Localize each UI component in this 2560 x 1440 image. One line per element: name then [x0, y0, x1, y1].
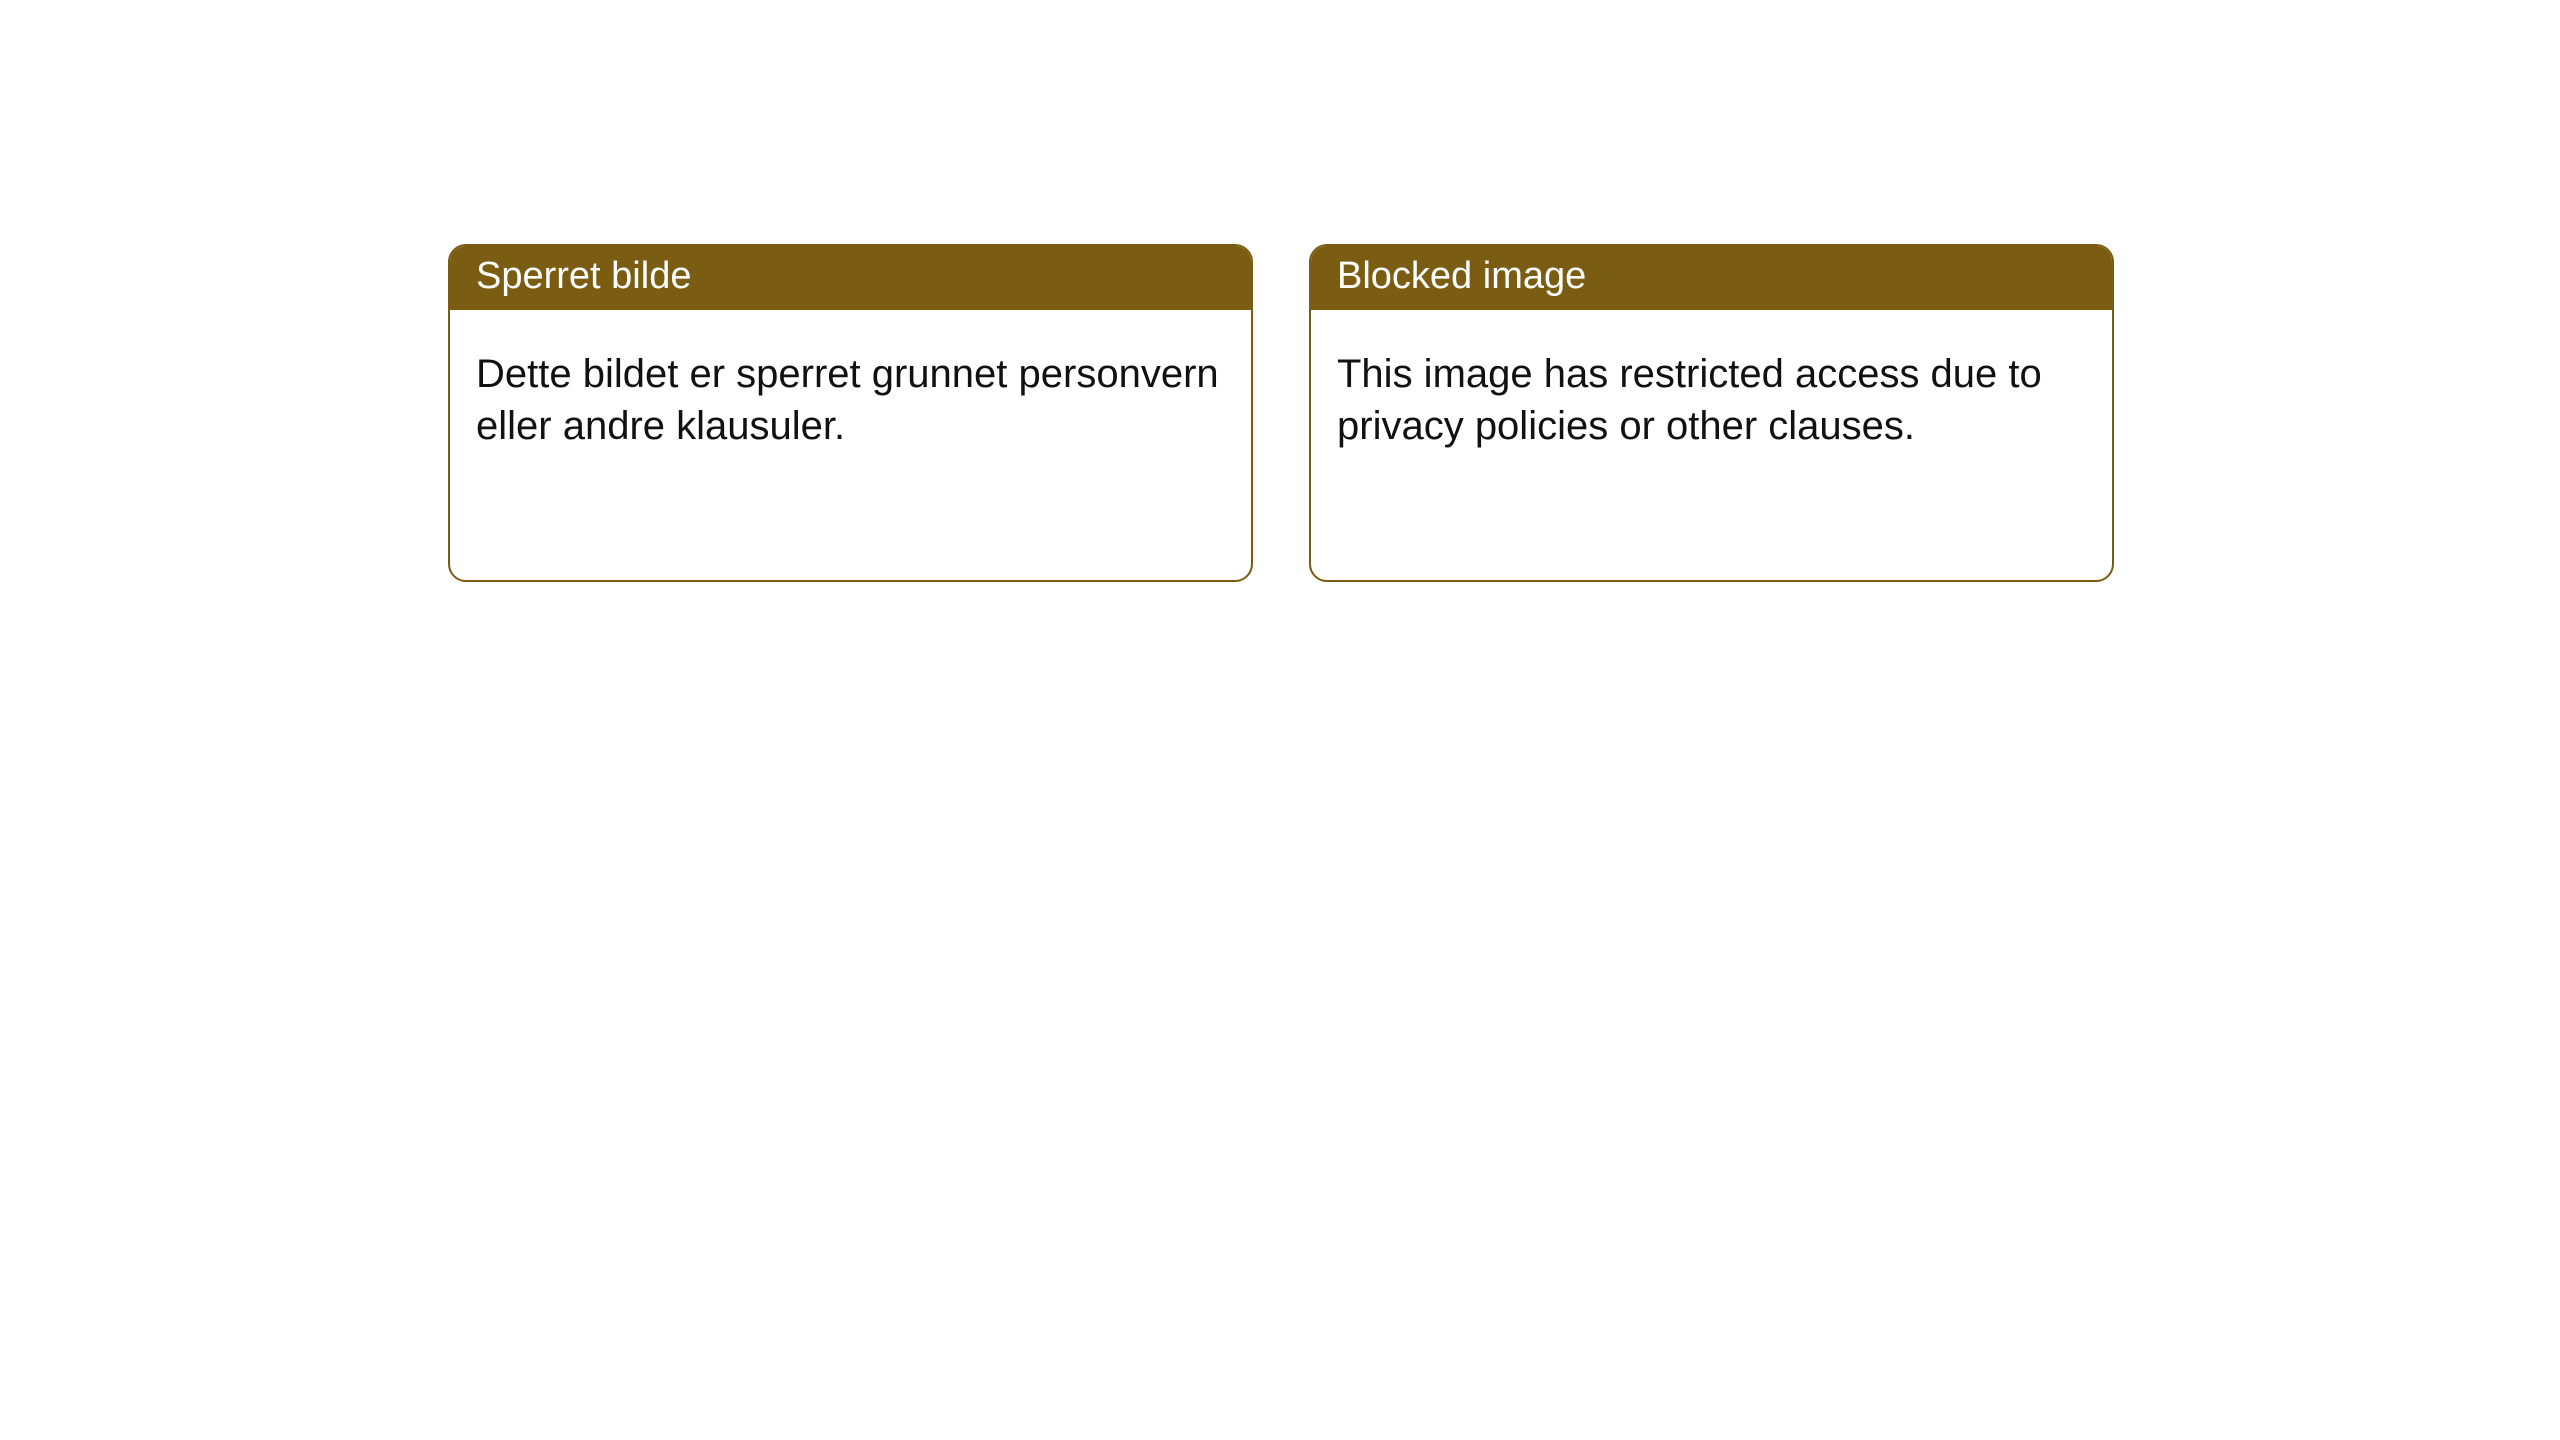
notice-card-body: This image has restricted access due to … — [1311, 310, 2112, 480]
notice-card-norwegian: Sperret bilde Dette bildet er sperret gr… — [448, 244, 1253, 582]
notice-card-body: Dette bildet er sperret grunnet personve… — [450, 310, 1251, 480]
notice-card-title: Sperret bilde — [450, 246, 1251, 310]
notice-cards-row: Sperret bilde Dette bildet er sperret gr… — [448, 244, 2114, 582]
notice-card-english: Blocked image This image has restricted … — [1309, 244, 2114, 582]
notice-card-title: Blocked image — [1311, 246, 2112, 310]
